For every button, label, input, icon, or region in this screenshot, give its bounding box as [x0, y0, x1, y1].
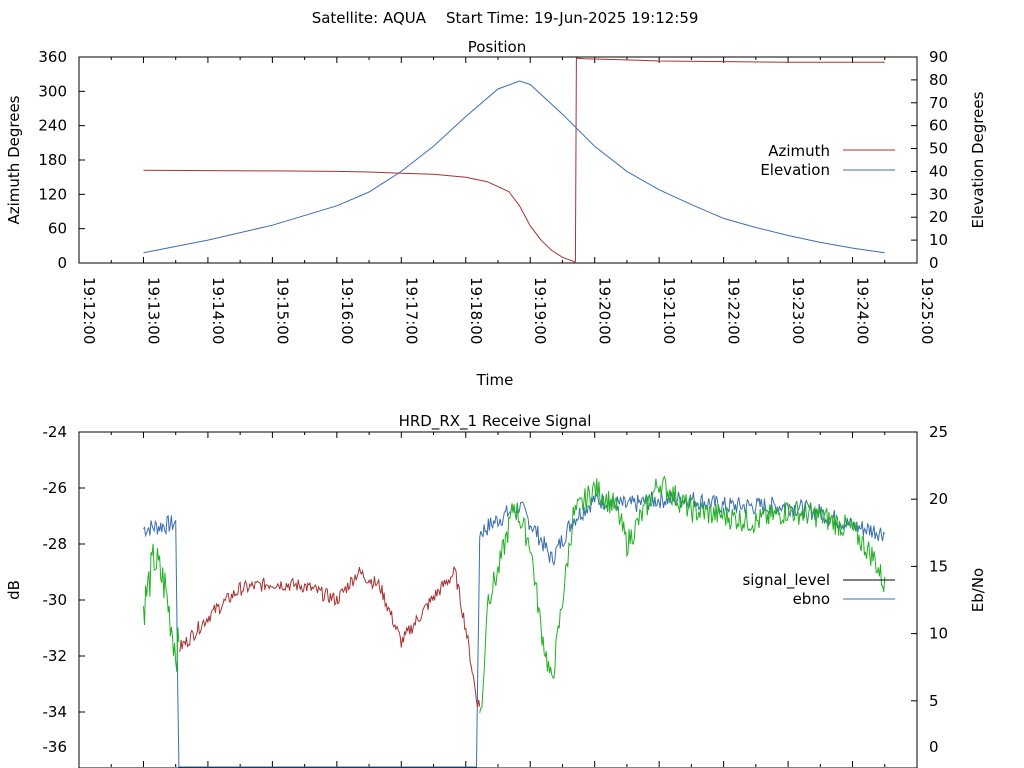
signal-y2tick-label: 5	[929, 692, 939, 710]
position-xtick-label: 19:12:00	[80, 277, 98, 344]
position-ytick-label: 120	[38, 185, 67, 203]
position-legend: Azimuth Elevation	[760, 142, 895, 179]
position-y2tick-label: 30	[929, 185, 948, 203]
position-plot-frame	[78, 56, 918, 264]
signal-ytick-label: -34	[43, 703, 68, 721]
signal-title: HRD_RX_1 Receive Signal	[399, 412, 592, 431]
position-y2tick-label: 50	[929, 140, 948, 158]
position-y2tick-label: 10	[929, 231, 948, 249]
start-time-label: Start Time: 19-Jun-2025 19:12:59	[446, 9, 698, 27]
legend-elevation-label: Elevation	[760, 161, 830, 179]
position-y2label: Elevation Degrees	[969, 91, 987, 228]
signal-y2tick-label: 15	[929, 557, 948, 575]
position-title: Position	[468, 38, 526, 56]
signal-ylabel: dB	[5, 580, 23, 600]
position-y2tick-label: 0	[929, 254, 939, 272]
position-ytick-label: 360	[38, 48, 67, 66]
legend-azimuth-label: Azimuth	[768, 142, 830, 160]
position-ytick-label: 180	[38, 151, 67, 169]
signal-ytick-label: -30	[43, 591, 68, 609]
position-xtick-label: 19:22:00	[725, 277, 743, 344]
position-y2tick-label: 90	[929, 48, 948, 66]
signal-y2tick-label: 0	[929, 738, 939, 756]
signal-level-line-start	[143, 543, 180, 672]
signal-y2tick-label: 25	[929, 423, 948, 441]
position-xtick-label: 19:13:00	[144, 277, 162, 344]
signal-plot-frame	[78, 431, 918, 768]
signal-ytick-label: -36	[43, 738, 68, 756]
signal-ytick-label: -24	[43, 423, 68, 441]
position-xtick-label: 19:24:00	[854, 277, 872, 344]
elevation-line	[143, 80, 885, 254]
signal-y2tick-label: 10	[929, 625, 948, 643]
signal-level-line-mid	[178, 565, 481, 708]
satellite-label: Satellite: AQUA	[312, 9, 427, 27]
position-y2tick-label: 80	[929, 71, 948, 89]
position-ylabel: Azimuth Degrees	[5, 95, 23, 224]
position-y2tick-label: 60	[929, 117, 948, 135]
position-series	[143, 57, 885, 264]
signal-y2tick-label: 20	[929, 490, 948, 508]
receive-signal-chart: HRD_RX_1 Receive Signal -24-26-28-30-32-…	[5, 412, 987, 768]
signal-y2label: Eb/No	[969, 568, 987, 612]
azimuth-line	[143, 57, 885, 264]
signal-ticks: -24 -26 -28 -30 -32 -34 -36 0 5 10 15 20 25	[43, 423, 948, 768]
position-ytick-label: 240	[38, 117, 67, 135]
position-xtick-label: 19:19:00	[531, 277, 549, 344]
signal-ytick-label: -28	[43, 535, 68, 553]
position-xtick-label: 19:20:00	[596, 277, 614, 344]
signal-ytick-label: -32	[43, 647, 68, 665]
legend-signal-level-label: signal_level	[742, 571, 830, 590]
position-ytick-label: 60	[48, 220, 67, 238]
position-xtick-label: 19:23:00	[789, 277, 807, 344]
signal-ytick-label: -26	[43, 479, 68, 497]
position-xtick-label: 19:17:00	[402, 277, 420, 344]
position-ticks: 0 60 120 180 240 300 360 0 10 20 30 40 50 60 70 80 90 19:…	[38, 48, 948, 344]
signal-level-line-end	[479, 475, 886, 714]
position-xtick-label: 19:18:00	[467, 277, 485, 344]
position-ytick-label: 300	[38, 82, 67, 100]
legend-ebno-label: ebno	[793, 590, 830, 608]
position-xtick-label: 19:15:00	[273, 277, 291, 344]
position-y2tick-label: 40	[929, 162, 948, 180]
signal-legend: signal_level ebno	[742, 571, 895, 608]
signal-series	[143, 475, 886, 768]
position-xtick-label: 19:16:00	[338, 277, 356, 344]
ebno-line	[143, 490, 886, 768]
position-chart: Position 0 60 120 180 240 300 360 0 10 20 30 40 50 60…	[5, 38, 987, 389]
position-y2tick-label: 70	[929, 94, 948, 112]
position-xtick-label: 19:21:00	[660, 277, 678, 344]
position-ytick-label: 0	[57, 254, 67, 272]
position-xlabel: Time	[476, 371, 514, 389]
position-xtick-label: 19:25:00	[918, 277, 936, 344]
position-y2tick-label: 20	[929, 208, 948, 226]
position-xtick-label: 19:14:00	[209, 277, 227, 344]
